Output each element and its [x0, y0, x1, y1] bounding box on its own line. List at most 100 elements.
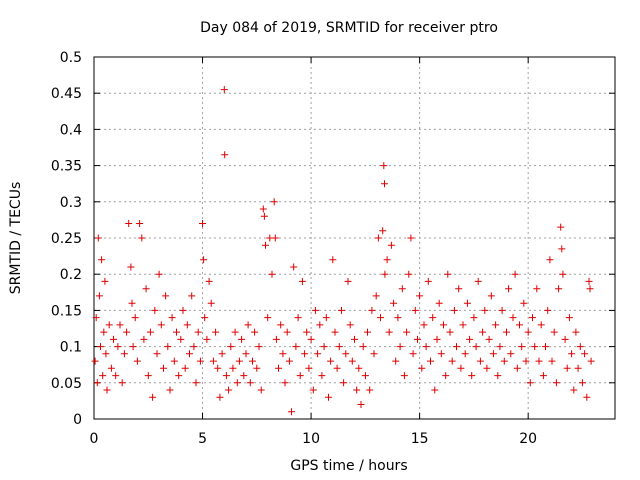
data-point	[444, 270, 452, 278]
data-point	[351, 335, 358, 343]
data-point	[448, 357, 456, 365]
data-point	[353, 386, 361, 394]
data-point	[368, 306, 376, 314]
data-point	[500, 357, 508, 365]
data-point	[229, 364, 237, 372]
data-point	[225, 386, 233, 394]
data-point	[583, 393, 591, 401]
data-points	[91, 86, 595, 416]
data-point	[301, 350, 309, 358]
data-point	[381, 180, 388, 188]
x-tick-labels: 0 5 10 15 20	[90, 431, 538, 447]
y-tick-label: 0.1	[60, 340, 82, 356]
data-point	[166, 386, 174, 394]
data-point	[563, 364, 571, 372]
data-point	[474, 277, 482, 285]
data-point	[472, 343, 480, 351]
data-point	[270, 198, 278, 206]
data-point	[292, 343, 300, 351]
data-point	[435, 299, 443, 307]
y-tick-label: 0.15	[51, 303, 82, 319]
data-point	[303, 328, 311, 336]
data-point	[203, 335, 211, 343]
data-point	[557, 223, 565, 231]
data-point	[240, 372, 248, 380]
data-point	[537, 321, 545, 329]
data-point	[429, 314, 437, 322]
data-point	[200, 256, 208, 264]
data-point	[133, 357, 141, 365]
data-point	[552, 379, 560, 387]
data-point	[520, 299, 528, 307]
data-point	[565, 314, 573, 322]
data-point	[311, 306, 319, 314]
data-point	[264, 314, 272, 322]
data-point	[102, 350, 110, 358]
data-point	[214, 364, 222, 372]
y-axis-label: SRMTID / TECUs	[8, 182, 24, 295]
data-point	[379, 227, 387, 235]
data-point	[186, 350, 193, 358]
data-point	[162, 292, 170, 300]
data-point	[344, 277, 352, 285]
y-tick-label: 0.4	[60, 122, 82, 138]
data-point	[205, 277, 213, 285]
data-point	[544, 306, 552, 314]
data-point	[585, 277, 593, 285]
data-point	[558, 245, 566, 253]
data-point	[587, 357, 595, 365]
data-point	[442, 372, 450, 380]
data-point	[524, 328, 532, 336]
data-point	[271, 234, 279, 242]
data-point	[253, 364, 261, 372]
data-point	[227, 343, 235, 351]
data-point	[114, 343, 122, 351]
data-point	[518, 343, 526, 351]
data-point	[95, 292, 103, 300]
data-point	[183, 321, 191, 329]
data-point	[146, 328, 154, 336]
data-point	[492, 321, 500, 329]
data-point	[535, 357, 543, 365]
data-point	[175, 372, 183, 380]
data-point	[359, 343, 367, 351]
data-point	[416, 292, 424, 300]
data-point	[468, 372, 476, 380]
data-point	[572, 328, 580, 336]
data-point	[192, 379, 200, 387]
data-point	[93, 379, 101, 387]
data-point	[218, 350, 226, 358]
data-point	[450, 306, 458, 314]
data-point	[422, 343, 430, 351]
data-point	[272, 335, 280, 343]
data-point	[110, 335, 117, 343]
data-point	[361, 372, 369, 380]
data-point	[440, 321, 447, 329]
data-point	[118, 379, 126, 387]
data-point	[101, 277, 109, 285]
data-point	[392, 357, 400, 365]
data-point	[116, 321, 124, 329]
data-point	[559, 270, 567, 278]
data-point	[100, 328, 108, 336]
data-point	[181, 364, 189, 372]
data-point	[222, 372, 230, 380]
data-point	[131, 314, 139, 322]
data-point	[498, 306, 506, 314]
data-point	[221, 151, 229, 159]
data-point	[377, 314, 384, 322]
data-point	[576, 343, 584, 351]
data-point	[212, 328, 220, 336]
data-point	[461, 350, 469, 358]
data-point	[155, 270, 163, 278]
data-point	[414, 335, 421, 343]
data-point	[333, 364, 341, 372]
data-point	[281, 379, 289, 387]
data-point	[238, 335, 246, 343]
data-point	[94, 234, 102, 242]
data-point	[539, 372, 547, 380]
data-point	[209, 357, 217, 365]
data-point	[322, 314, 330, 322]
data-point	[424, 277, 432, 285]
